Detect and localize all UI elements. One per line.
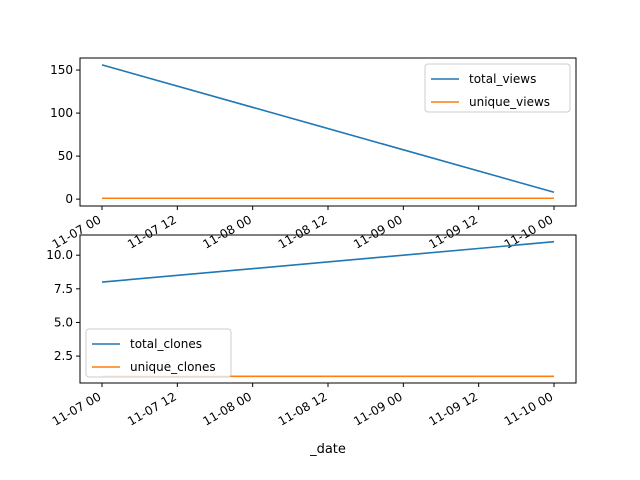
y-tick-label: 5.0 (54, 315, 73, 329)
x-tick-label: 11-07 12 (125, 389, 179, 428)
legend-box (424, 63, 571, 113)
x-tick-label: 11-08 12 (276, 212, 330, 251)
legend-label-unique-clones: unique_clones (130, 360, 216, 374)
y-tick-label: 0 (65, 192, 73, 206)
views-subplot: 0 50 100 150 11-07 00 11-07 12 11-08 00 11-08 1… (50, 57, 577, 252)
x-axis-label: _date (309, 442, 346, 457)
legend-box (85, 328, 232, 378)
series-line-total-clones (101, 240, 555, 283)
x-tick-label: 11-07 12 (125, 212, 179, 251)
x-tick-label: 11-08 12 (276, 389, 330, 428)
y-tick-label: 2.5 (54, 349, 73, 363)
legend-label-unique-views: unique_views (469, 95, 550, 109)
legend-label-total-views: total_views (469, 72, 536, 86)
y-tick-label: 7.5 (54, 282, 73, 296)
legend: total_clones unique_clones (85, 328, 232, 378)
x-tick-label: 11-09 00 (351, 212, 405, 251)
legend: total_views unique_views (424, 63, 571, 113)
x-tick-label: 11-09 12 (426, 389, 480, 428)
x-tick-label: 11-08 00 (200, 389, 254, 428)
clones-subplot: 2.5 5.0 7.5 10.0 11-07 00 11-07 12 11-08 00 11-… (46, 234, 577, 457)
x-tick-label: 11-09 00 (351, 389, 405, 428)
y-tick-label: 50 (58, 149, 73, 163)
y-tick-label: 150 (50, 63, 73, 77)
x-tick-label: 11-07 00 (50, 389, 104, 428)
x-tick-label: 11-08 00 (200, 212, 254, 251)
x-tick-label: 11-10 00 (502, 389, 556, 428)
x-tick-label: 11-09 12 (426, 212, 480, 251)
y-tick-label: 100 (50, 106, 73, 120)
series-line-total-views (101, 64, 555, 194)
y-tick-label: 10.0 (46, 248, 73, 262)
x-tick-label: 11-07 00 (50, 212, 104, 251)
legend-label-total-clones: total_clones (130, 337, 202, 351)
